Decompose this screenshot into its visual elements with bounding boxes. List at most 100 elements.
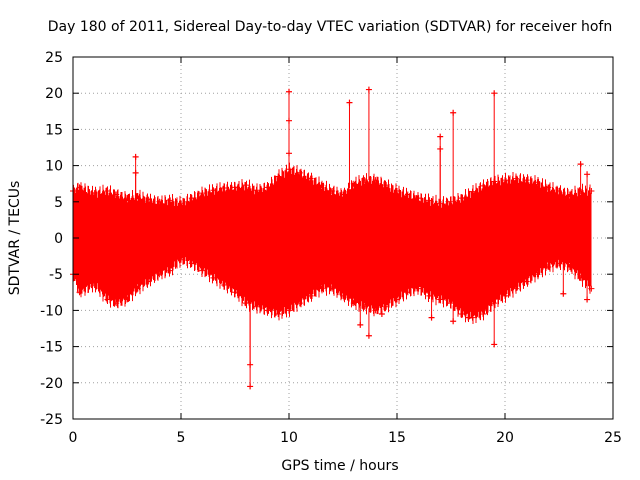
outlier-point — [247, 383, 254, 390]
data-point — [307, 292, 314, 299]
data-point — [556, 187, 562, 194]
outlier-point — [560, 290, 567, 297]
x-tick-label: 15 — [388, 430, 406, 446]
data-point — [448, 300, 454, 307]
data-point — [210, 187, 217, 194]
data-point — [145, 196, 152, 203]
data-point — [318, 285, 325, 292]
y-tick-label: 0 — [54, 231, 63, 247]
data-point — [145, 278, 152, 285]
data-point — [566, 191, 573, 198]
data-point — [512, 175, 519, 182]
data-point — [76, 184, 83, 191]
data-point — [361, 177, 368, 184]
outlier-point — [357, 321, 364, 328]
data-point — [156, 271, 163, 278]
data-point — [350, 180, 357, 187]
data-point — [167, 197, 174, 204]
x-tick-label: 20 — [496, 430, 514, 446]
outlier-point — [286, 150, 292, 157]
data-point — [296, 169, 303, 176]
outlier-point — [132, 169, 139, 176]
data-band — [72, 162, 592, 324]
data-point — [221, 185, 228, 192]
data-point — [437, 296, 444, 303]
outlier-point — [428, 314, 435, 321]
data-point — [340, 191, 346, 198]
outlier-point — [413, 195, 420, 202]
data-point — [124, 195, 130, 202]
data-point — [426, 197, 433, 204]
data-point — [275, 173, 282, 180]
data-point — [415, 285, 422, 292]
data-point — [404, 289, 411, 296]
data-point — [480, 311, 487, 318]
y-tick-label: 20 — [45, 86, 63, 102]
outlier-point — [247, 361, 254, 368]
data-point — [545, 263, 552, 270]
axis-ticks: 0 5 10 15 20 25 -25 -20 -15 -10 -5 0 5 10 15 20 25 — [40, 50, 622, 446]
chart-title: Day 180 of 2011, Sidereal Day-to-day VTE… — [48, 19, 612, 35]
data-point — [91, 190, 98, 197]
outlier-point — [584, 296, 591, 303]
x-tick-label: 5 — [177, 430, 186, 446]
data-point — [350, 300, 357, 307]
outlier-point — [286, 88, 292, 95]
x-tick-label: 0 — [69, 430, 78, 446]
y-tick-label: -10 — [40, 303, 63, 319]
data-point — [296, 300, 303, 307]
data-point — [372, 307, 379, 314]
data-point — [383, 303, 390, 310]
y-tick-label: -15 — [40, 340, 63, 356]
data-point — [502, 177, 508, 184]
data-point — [232, 289, 238, 296]
data-point — [264, 184, 271, 191]
data-point — [188, 260, 195, 267]
data-point — [458, 195, 465, 202]
data-point — [286, 307, 292, 314]
data-point — [307, 175, 314, 182]
outlier-point — [365, 332, 372, 339]
data-point — [91, 282, 98, 289]
y-tick-label: 5 — [54, 195, 63, 211]
data-point — [264, 307, 271, 314]
data-point — [426, 292, 433, 299]
data-point — [394, 296, 400, 303]
outlier-point — [346, 99, 353, 106]
data-point — [113, 191, 120, 198]
data-point — [372, 177, 379, 184]
data-point — [124, 296, 130, 303]
data-point — [556, 260, 562, 267]
x-tick-label: 25 — [604, 430, 622, 446]
data-point — [512, 285, 519, 292]
data-point — [588, 285, 595, 292]
y-tick-label: 15 — [45, 122, 63, 138]
data-point — [545, 184, 552, 191]
data-point — [588, 187, 595, 194]
data-point — [134, 285, 141, 292]
data-point — [394, 187, 400, 194]
data-point — [113, 300, 120, 307]
data-point — [188, 195, 195, 202]
data-point — [253, 303, 260, 310]
outlier-point — [437, 133, 444, 140]
data-point — [577, 274, 584, 281]
data-point — [361, 303, 368, 310]
data-point — [523, 177, 530, 184]
data-point — [210, 274, 217, 281]
data-point — [178, 256, 184, 263]
outlier-point — [437, 145, 444, 152]
data-point — [502, 292, 508, 299]
data-point — [534, 179, 541, 186]
data-point — [318, 182, 325, 189]
data-point — [156, 198, 163, 205]
data-series-sdtvar — [70, 86, 595, 390]
outlier-point — [286, 117, 292, 124]
data-point — [383, 182, 390, 189]
outlier-point — [491, 341, 498, 348]
data-point — [458, 311, 465, 318]
outlier-point — [132, 153, 139, 160]
data-point — [199, 267, 206, 274]
y-tick-label: -5 — [49, 267, 63, 283]
x-tick-label: 10 — [280, 430, 298, 446]
